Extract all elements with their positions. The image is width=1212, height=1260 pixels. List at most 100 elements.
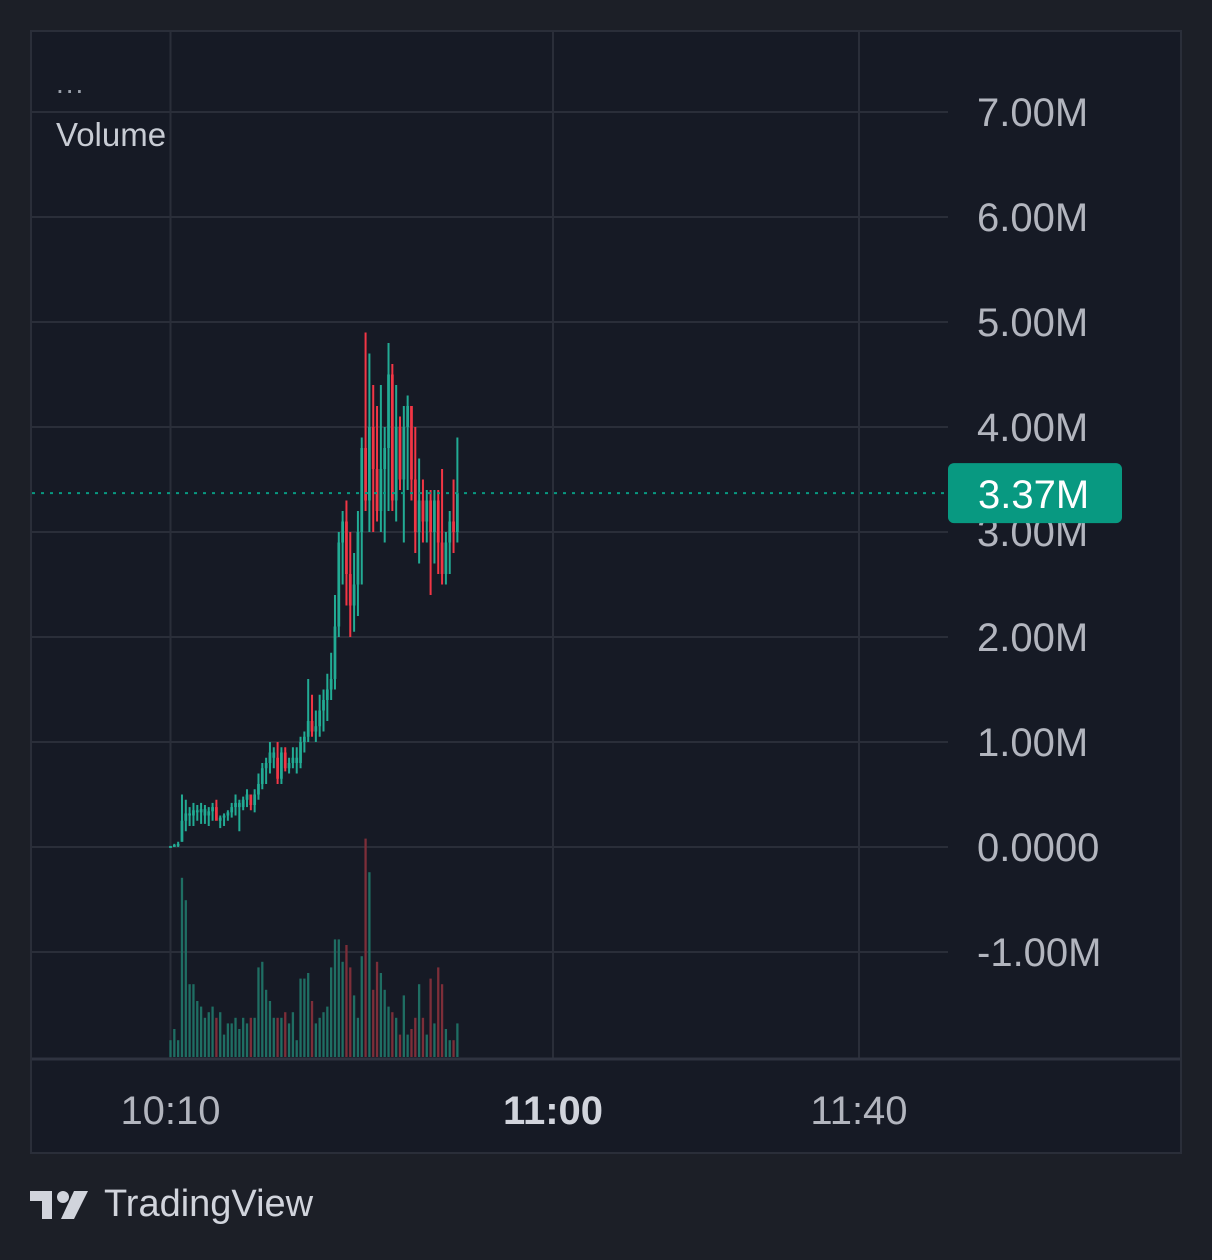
volume-bar <box>310 1001 314 1057</box>
brand-logo[interactable]: TradingView <box>30 1183 313 1226</box>
candle <box>448 511 452 574</box>
candle <box>222 813 226 826</box>
candle-body <box>444 542 448 574</box>
last-value-badge: 3.37M <box>948 463 1122 524</box>
candle <box>218 815 222 829</box>
volume-bar <box>391 1012 394 1057</box>
candle-body <box>249 794 253 805</box>
candle <box>329 652 333 700</box>
candle-body <box>257 784 260 795</box>
volume-bar <box>429 978 432 1057</box>
candle-body <box>417 500 421 532</box>
candle <box>276 742 279 784</box>
candle <box>348 532 352 637</box>
volume-bar <box>314 1023 317 1057</box>
volume-bar <box>180 877 184 1057</box>
candle-body <box>314 726 318 732</box>
legend-menu-dots[interactable]: ... <box>56 68 86 99</box>
volume-bar <box>440 984 444 1057</box>
candle <box>295 747 299 774</box>
candle-body <box>348 574 352 606</box>
volume-bar <box>322 1012 325 1057</box>
candle-body <box>276 757 279 779</box>
candle-body <box>215 807 218 821</box>
volume-bar <box>234 1017 237 1057</box>
candle-body <box>199 809 203 813</box>
candle-body <box>302 736 306 742</box>
volume-bar <box>238 1029 241 1057</box>
y-tick-label: 6.00M <box>977 196 1088 240</box>
x-tick-label: 11:00 <box>503 1089 603 1133</box>
candle <box>199 802 203 824</box>
candle <box>306 679 310 742</box>
y-tick-label: 1.00M <box>977 721 1088 765</box>
volume-bar <box>242 1017 245 1057</box>
candle <box>402 406 406 543</box>
candle <box>375 406 379 522</box>
candle <box>169 845 172 848</box>
volume-bar <box>326 1006 329 1057</box>
candle <box>410 406 413 501</box>
candle <box>180 794 184 842</box>
candle <box>360 437 364 585</box>
price-axis: 7.00M6.00M5.00M4.00M3.00M2.00M1.00M0.000… <box>977 91 1102 975</box>
candle <box>413 427 417 553</box>
candle <box>387 343 390 511</box>
badge-background <box>948 463 1122 524</box>
candle-body <box>394 427 398 501</box>
candle-body <box>318 710 322 727</box>
candle-body <box>222 815 226 818</box>
candle-body <box>322 700 325 711</box>
candle <box>425 490 429 543</box>
candle-body <box>398 427 402 480</box>
candle-body <box>203 809 207 816</box>
candle <box>383 427 387 543</box>
candle-body <box>455 493 459 532</box>
candle-body <box>268 752 272 763</box>
candle <box>337 532 341 637</box>
candle <box>417 458 421 564</box>
candle <box>257 773 260 800</box>
volume-bar <box>177 1040 180 1057</box>
candle-body <box>421 500 425 522</box>
candle <box>429 490 432 595</box>
candle-body <box>172 844 176 847</box>
candle-body <box>402 427 406 480</box>
candle-body <box>207 811 211 816</box>
volume-bar <box>287 1023 291 1057</box>
candle <box>352 553 356 632</box>
time-axis: 10:10 11:00 11:40 <box>120 1089 907 1133</box>
volume-bar <box>360 956 363 1057</box>
chart-canvas[interactable]: 7.00M6.00M5.00M4.00M3.00M2.00M1.00M0.000… <box>0 0 1212 1160</box>
volume-bar <box>219 1012 222 1057</box>
legend-series-name[interactable]: Volume <box>56 116 167 153</box>
candle-body <box>287 763 291 769</box>
candle <box>325 673 329 721</box>
candle-body <box>184 813 188 821</box>
candle-body <box>264 763 268 769</box>
candle-body <box>436 500 440 543</box>
candle <box>207 807 211 826</box>
volume-bar <box>414 1017 417 1057</box>
candle-body <box>234 802 237 808</box>
candle <box>444 532 448 585</box>
volume-bar <box>203 1017 207 1057</box>
candle-body <box>452 521 455 532</box>
volume-bar <box>276 1017 279 1057</box>
candle-body <box>360 448 364 532</box>
candle-body <box>345 521 348 574</box>
candle <box>268 742 272 774</box>
x-tick-label: 10:10 <box>120 1089 220 1133</box>
candle <box>421 479 425 543</box>
candle <box>310 694 314 737</box>
volume-bar <box>402 995 405 1057</box>
candle-series <box>169 332 459 848</box>
candle <box>172 843 176 847</box>
volume-bar <box>272 1017 275 1057</box>
candle <box>211 802 214 821</box>
candle-body <box>440 542 444 574</box>
volume-bar <box>207 1012 210 1057</box>
volume-bar <box>364 838 367 1057</box>
volume-bar <box>349 967 352 1057</box>
volume-bar <box>421 1017 425 1057</box>
